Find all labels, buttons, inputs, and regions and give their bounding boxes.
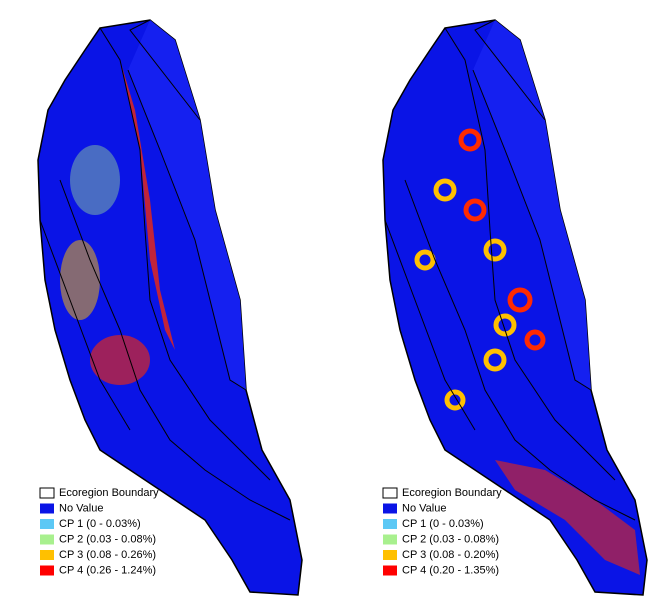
legend-label: No Value: [402, 502, 446, 514]
legend-swatch: [40, 519, 54, 529]
legend-swatch: [383, 519, 397, 529]
legend-label: CP 3 (0.08 - 0.26%): [59, 549, 156, 561]
map-left: [37, 19, 303, 596]
ring: [483, 238, 507, 262]
ring: [493, 313, 517, 337]
map-right: [382, 19, 648, 596]
ring: [507, 287, 533, 313]
hotspot: [90, 335, 150, 385]
legend-swatch: [383, 534, 397, 545]
legend-swatch: [40, 534, 54, 545]
legend-swatch: [40, 565, 54, 576]
ring: [458, 128, 482, 152]
ring: [483, 348, 507, 372]
legend-label: CP 2 (0.03 - 0.08%): [402, 533, 499, 545]
hotspot: [60, 240, 100, 320]
legend-label: Ecoregion Boundary: [59, 487, 159, 499]
hotspot-rings: [414, 128, 546, 411]
legend-label: CP 2 (0.03 - 0.08%): [59, 533, 156, 545]
hotspot: [120, 60, 175, 350]
east-region: [473, 20, 591, 390]
legend-swatch: [383, 550, 397, 560]
legend-swatch: [383, 565, 397, 576]
legend-swatch: [40, 503, 54, 514]
legend-label: CP 3 (0.08 - 0.20%): [402, 549, 499, 561]
legend-swatch: [383, 503, 397, 514]
legend-swatch: [382, 487, 398, 499]
east-region: [128, 20, 246, 390]
legend-label: No Value: [59, 502, 103, 514]
ring: [444, 389, 466, 411]
ring: [463, 198, 487, 222]
hotspot: [495, 460, 640, 575]
legend-label: CP 1 (0 - 0.03%): [402, 518, 484, 530]
legend-label: Ecoregion Boundary: [402, 487, 502, 499]
ring: [414, 249, 436, 271]
legend-label: CP 4 (0.20 - 1.35%): [402, 564, 499, 576]
legend-label: CP 4 (0.26 - 1.24%): [59, 564, 156, 576]
legend-swatch: [39, 487, 55, 499]
legend-swatch: [40, 550, 54, 560]
ring: [433, 178, 457, 202]
hotspot: [70, 145, 120, 215]
ring: [524, 329, 546, 351]
legend-label: CP 1 (0 - 0.03%): [59, 518, 141, 530]
